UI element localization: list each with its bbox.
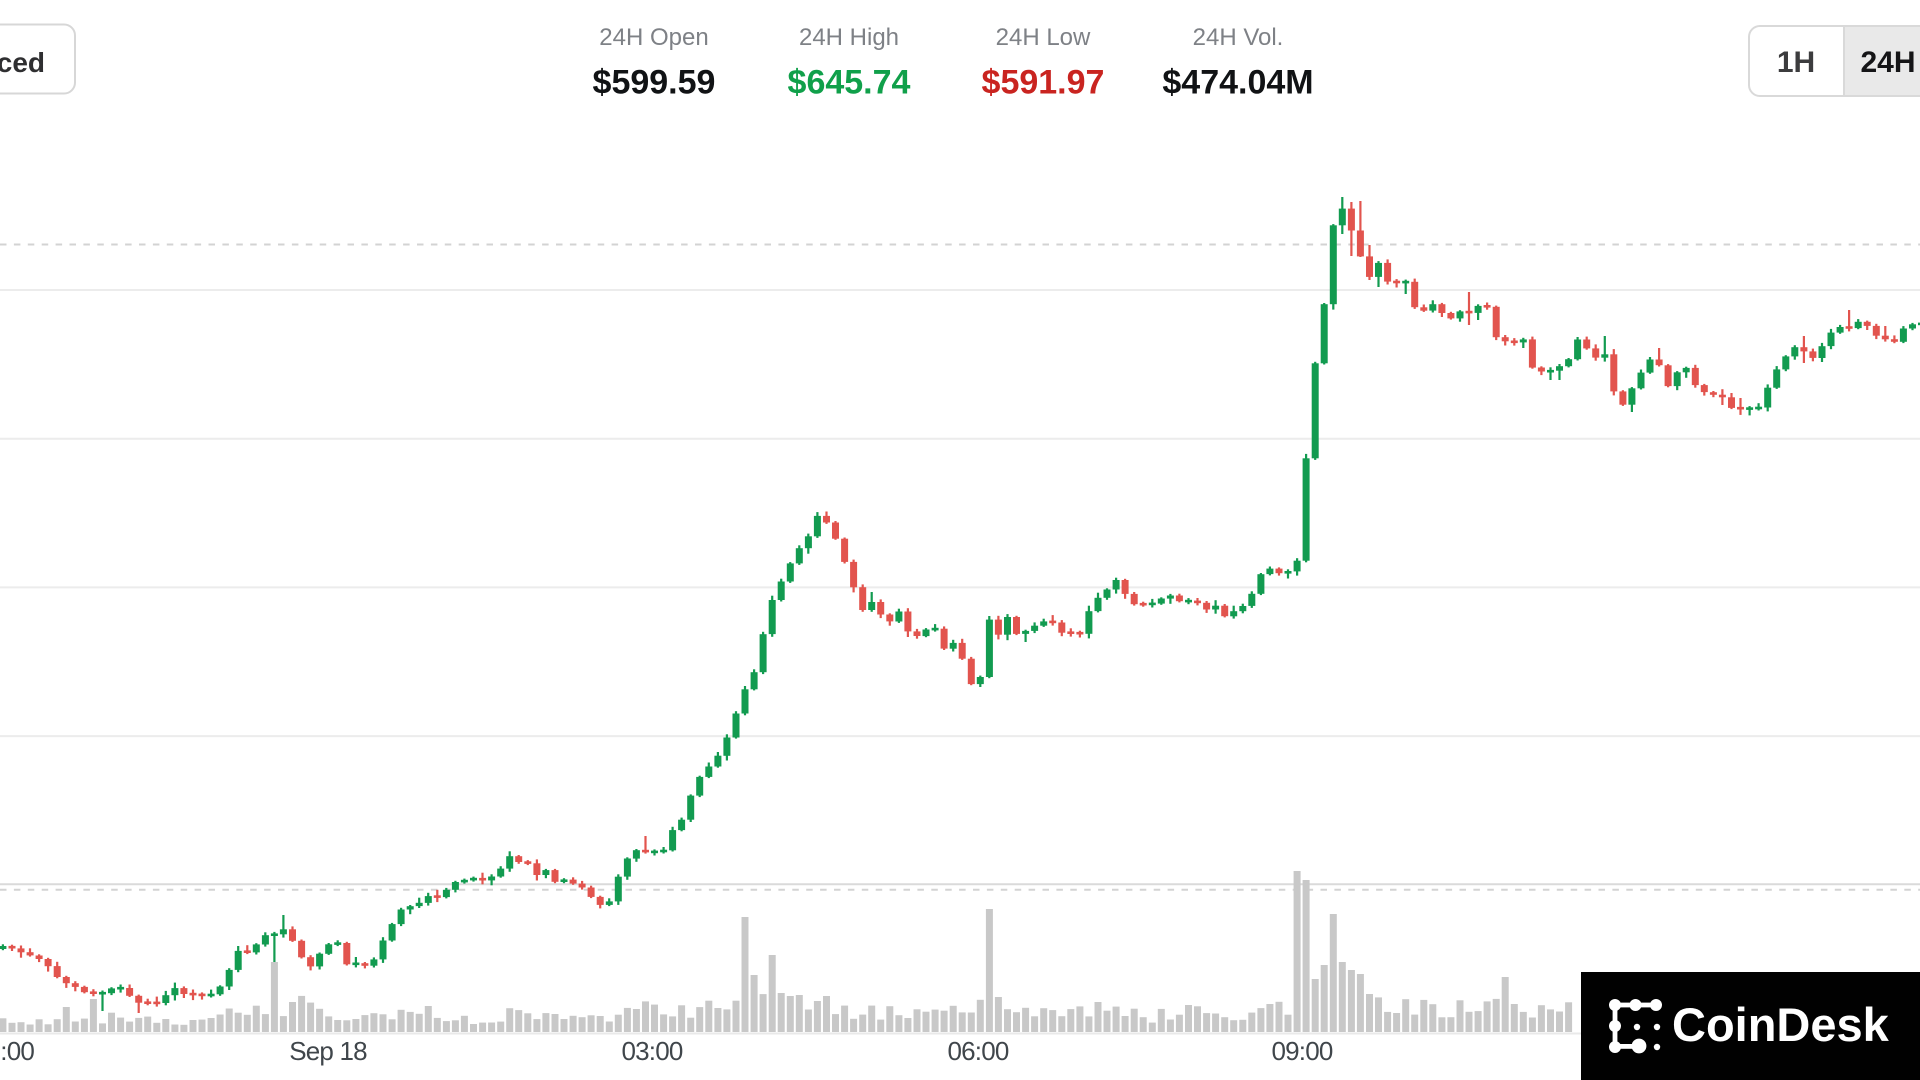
svg-text:Advanced: Advanced: [0, 47, 45, 78]
svg-text:$599.59: $599.59: [593, 64, 716, 102]
svg-text:03:00: 03:00: [621, 1036, 682, 1066]
svg-text:09:00: 09:00: [1271, 1036, 1332, 1066]
svg-text:$474.04M: $474.04M: [1162, 64, 1313, 102]
svg-text:$591.97: $591.97: [982, 64, 1105, 102]
svg-text:24H High: 24H High: [799, 24, 899, 51]
svg-text:24H: 24H: [1860, 46, 1915, 79]
svg-text:24H Vol.: 24H Vol.: [1193, 24, 1284, 51]
svg-text:24H Low: 24H Low: [996, 24, 1091, 51]
svg-text:Sep 18: Sep 18: [289, 1036, 367, 1066]
svg-text:24H Open: 24H Open: [599, 24, 708, 51]
svg-text:$645.74: $645.74: [788, 64, 911, 102]
svg-text:1H: 1H: [1777, 46, 1815, 79]
svg-text:06:00: 06:00: [947, 1036, 1008, 1066]
svg-text:21:00: 21:00: [0, 1036, 34, 1066]
svg-text:CoinDesk: CoinDesk: [1672, 998, 1890, 1051]
